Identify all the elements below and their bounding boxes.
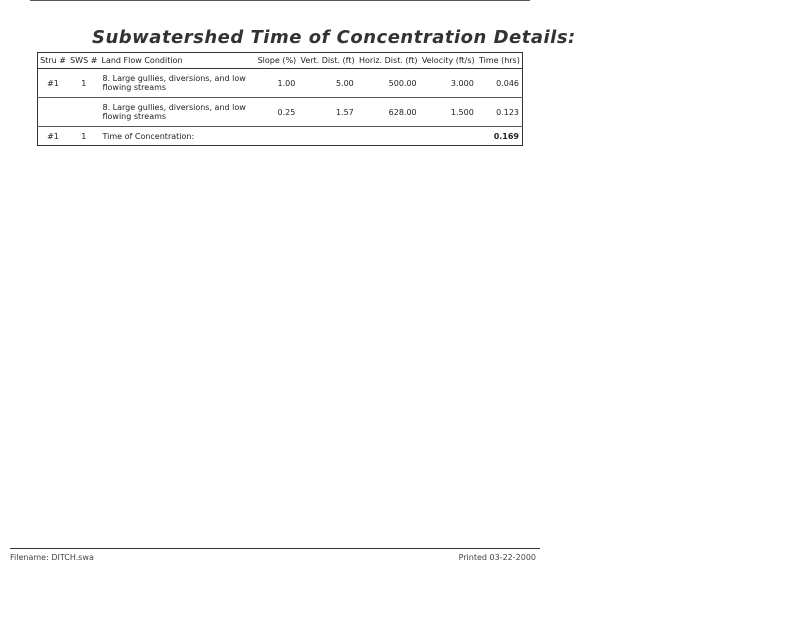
col-stru: Stru # (37, 52, 68, 69)
col-slope: Slope (%) (255, 52, 299, 69)
cell: 8. Large gullies, diversions, and low fl… (99, 68, 256, 98)
cell: 1 (68, 126, 100, 146)
col-condition: Land Flow Condition (99, 52, 256, 69)
cell: #1 (37, 126, 68, 146)
total-value: 0.169 (476, 126, 523, 146)
cell: #1 (37, 68, 68, 98)
cell: 0.046 (476, 68, 523, 98)
col-sws: SWS # (68, 52, 100, 69)
cell: 5.00 (298, 68, 357, 98)
cell: 1.00 (255, 68, 299, 98)
page-title: Subwatershed Time of Concentration Detai… (92, 27, 576, 48)
footer-printed-date: Printed 03-22-2000 (458, 553, 536, 562)
table-row: #1 1 8. Large gullies, diversions, and l… (37, 68, 523, 98)
col-vert: Vert. Dist. (ft) (298, 52, 357, 69)
cell: 1.57 (298, 97, 357, 127)
total-row: #1 1 Time of Concentration: 0.169 (37, 126, 523, 146)
total-label: Time of Concentration: (99, 126, 477, 146)
col-horiz: Horiz. Dist. (ft) (356, 52, 420, 69)
cell: 1.500 (419, 97, 477, 127)
cell (37, 97, 68, 127)
footer-filename: Filename: DITCH.swa (10, 553, 94, 562)
cell: 0.123 (476, 97, 523, 127)
divider (30, 0, 530, 1)
cell: 3.000 (419, 68, 477, 98)
col-time: Time (hrs) (476, 52, 523, 69)
cell: 500.00 (356, 68, 420, 98)
table-row: 8. Large gullies, diversions, and low fl… (37, 97, 523, 127)
table-header: Stru # SWS # Land Flow Condition Slope (… (37, 52, 523, 69)
cell: 0.25 (255, 97, 299, 127)
footer-divider (10, 548, 540, 549)
col-velocity: Velocity (ft/s) (419, 52, 477, 69)
cell (68, 97, 100, 127)
time-of-concentration-table: Stru # SWS # Land Flow Condition Slope (… (37, 52, 523, 146)
cell: 8. Large gullies, diversions, and low fl… (99, 97, 256, 127)
cell: 628.00 (356, 97, 420, 127)
cell: 1 (68, 68, 100, 98)
